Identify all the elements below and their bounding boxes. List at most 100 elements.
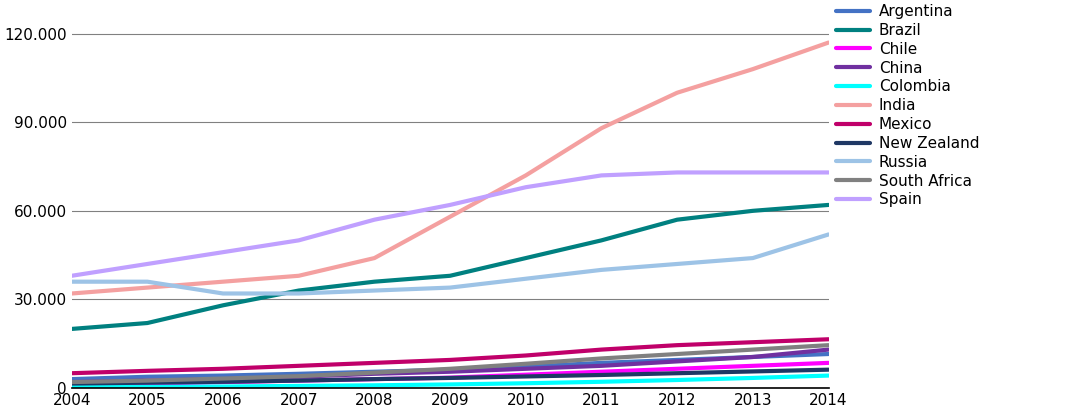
India: [443, 214, 456, 219]
Brazil: [595, 238, 608, 243]
Argentina: [520, 364, 533, 369]
Mexico: [66, 371, 79, 376]
Spain: [443, 202, 456, 207]
China: [141, 378, 154, 383]
Brazil: [443, 273, 456, 278]
Chile: [595, 369, 608, 374]
Argentina: [141, 374, 154, 379]
Colombia: [293, 384, 306, 389]
Chile: [520, 372, 533, 377]
Russia: [141, 279, 154, 284]
India: [216, 279, 229, 284]
Chile: [670, 366, 683, 371]
India: [293, 273, 306, 278]
South Africa: [520, 361, 533, 366]
China: [443, 369, 456, 374]
China: [368, 371, 381, 376]
China: [66, 379, 79, 384]
New Zealand: [66, 381, 79, 386]
Mexico: [520, 353, 533, 358]
Argentina: [595, 360, 608, 365]
Chile: [443, 375, 456, 380]
Chile: [216, 379, 229, 384]
Mexico: [670, 343, 683, 348]
Mexico: [141, 368, 154, 373]
Mexico: [595, 347, 608, 352]
India: [141, 285, 154, 290]
Mexico: [293, 363, 306, 368]
Brazil: [670, 217, 683, 222]
Russia: [293, 291, 306, 296]
South Africa: [747, 347, 760, 352]
China: [595, 363, 608, 368]
Colombia: [66, 385, 79, 390]
Brazil: [141, 321, 154, 325]
Mexico: [822, 337, 835, 342]
Mexico: [216, 366, 229, 371]
Chile: [368, 377, 381, 382]
Brazil: [293, 288, 306, 293]
South Africa: [595, 356, 608, 361]
China: [293, 374, 306, 379]
Brazil: [368, 279, 381, 284]
South Africa: [822, 343, 835, 348]
Argentina: [216, 373, 229, 378]
China: [822, 347, 835, 352]
Line: South Africa: South Africa: [72, 345, 829, 382]
Spain: [670, 170, 683, 175]
Mexico: [747, 340, 760, 345]
Line: Spain: Spain: [72, 173, 829, 276]
Spain: [747, 170, 760, 175]
Russia: [368, 288, 381, 293]
New Zealand: [368, 377, 381, 382]
India: [670, 90, 683, 95]
Colombia: [595, 379, 608, 384]
New Zealand: [520, 374, 533, 379]
Chile: [293, 378, 306, 383]
Line: China: China: [72, 350, 829, 382]
Chile: [822, 360, 835, 365]
Spain: [368, 217, 381, 222]
New Zealand: [822, 367, 835, 372]
Colombia: [443, 382, 456, 387]
South Africa: [670, 351, 683, 356]
Line: Argentina: Argentina: [72, 354, 829, 379]
Russia: [520, 276, 533, 281]
Argentina: [443, 367, 456, 372]
India: [595, 126, 608, 131]
Russia: [670, 262, 683, 267]
Brazil: [216, 303, 229, 308]
China: [216, 377, 229, 382]
Chile: [747, 363, 760, 368]
Russia: [66, 279, 79, 284]
New Zealand: [443, 375, 456, 380]
Colombia: [747, 375, 760, 380]
New Zealand: [747, 369, 760, 374]
Colombia: [368, 383, 381, 388]
Colombia: [141, 384, 154, 389]
South Africa: [216, 376, 229, 381]
Line: Brazil: Brazil: [72, 205, 829, 329]
South Africa: [443, 366, 456, 371]
Line: Russia: Russia: [72, 234, 829, 293]
Spain: [822, 170, 835, 175]
Line: Mexico: Mexico: [72, 339, 829, 373]
South Africa: [141, 378, 154, 383]
Spain: [141, 262, 154, 267]
Chile: [66, 382, 79, 387]
Spain: [595, 173, 608, 178]
China: [747, 354, 760, 359]
Russia: [216, 291, 229, 296]
Spain: [293, 238, 306, 243]
Line: Chile: Chile: [72, 363, 829, 384]
New Zealand: [670, 371, 683, 376]
South Africa: [293, 374, 306, 379]
India: [368, 255, 381, 260]
Russia: [595, 267, 608, 272]
Argentina: [293, 371, 306, 376]
New Zealand: [141, 380, 154, 385]
Mexico: [368, 360, 381, 365]
Spain: [66, 273, 79, 278]
Argentina: [747, 354, 760, 359]
Colombia: [216, 384, 229, 389]
